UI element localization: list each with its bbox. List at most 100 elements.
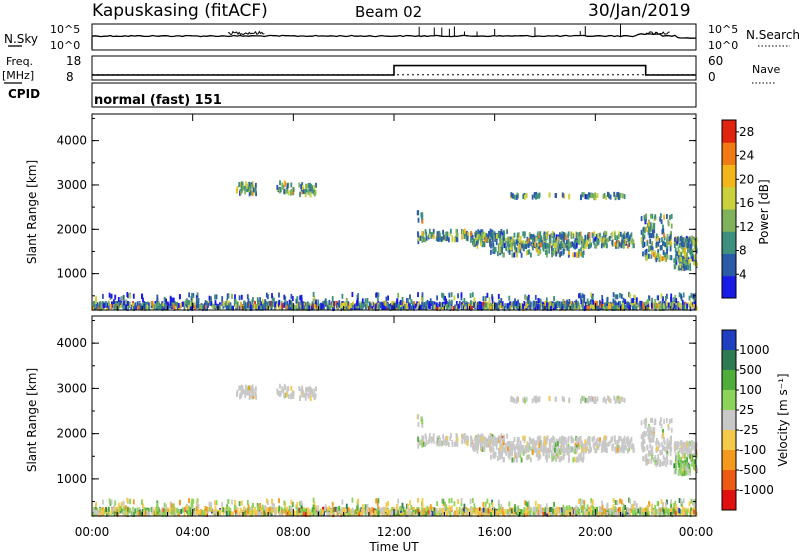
echo-cell (310, 387, 312, 393)
echo-cell (482, 301, 485, 307)
echo-cell (278, 498, 280, 504)
echo-cell (550, 507, 552, 512)
echo-cell (593, 511, 596, 517)
echo-cell (470, 506, 472, 511)
echo-cell (596, 303, 598, 309)
echo-cell (643, 215, 646, 221)
echo-cell (650, 233, 653, 239)
echo-cell (687, 242, 690, 248)
echo-cell (235, 302, 237, 308)
echo-cell (417, 217, 420, 223)
echo-cell (333, 301, 335, 307)
echo-cell (143, 300, 146, 306)
echo-cell (614, 439, 617, 445)
echo-cell (247, 303, 249, 309)
echo-cell (628, 510, 630, 516)
echo-cell (513, 305, 515, 311)
echo-cell (288, 304, 290, 310)
echo-cell (500, 298, 503, 303)
echo-cell (643, 228, 646, 234)
echo-cell (513, 232, 516, 238)
echo-cell (331, 501, 334, 507)
echo-cell (693, 504, 696, 510)
echo-cell (620, 499, 623, 505)
echo-cell (629, 293, 631, 299)
echo-cell (654, 512, 657, 517)
echo-cell (535, 247, 538, 253)
echo-cell (455, 511, 458, 517)
echo-cell (575, 505, 578, 511)
echo-cell (475, 302, 477, 308)
echo-cell (484, 296, 487, 301)
echo-cell (228, 301, 231, 307)
echo-cell (161, 306, 164, 311)
echo-cell (659, 306, 661, 312)
echo-cell (252, 391, 255, 396)
echo-cell (489, 511, 492, 517)
echo-cell (205, 506, 208, 512)
echo-cell (286, 386, 289, 392)
echo-cell (543, 231, 546, 237)
echo-cell (614, 305, 617, 311)
echo-cell (689, 266, 692, 271)
echo-cell (489, 229, 492, 235)
echo-cell (247, 385, 250, 391)
echo-cell (461, 229, 464, 235)
echo-cell (238, 182, 241, 188)
y-tick-label: 3000 (56, 178, 87, 192)
echo-cell (95, 303, 98, 309)
echo-cell (265, 300, 268, 306)
echo-cell (525, 501, 528, 507)
echo-cell (565, 239, 568, 245)
echo-cell (383, 300, 386, 306)
echo-cell (673, 303, 676, 309)
echo-cell (621, 306, 624, 311)
echo-cell (497, 293, 500, 299)
echo-cell (590, 193, 593, 199)
echo-cell (225, 510, 228, 516)
echo-cell (523, 306, 526, 312)
echo-cell (100, 303, 103, 309)
echo-cell (666, 241, 668, 247)
echo-cell (283, 392, 286, 398)
echo-cell (442, 229, 444, 235)
echo-cell (416, 301, 418, 307)
echo-cell (575, 242, 578, 248)
echo-cell (485, 508, 487, 514)
echo-cell (572, 303, 574, 309)
echo-cell (254, 187, 257, 193)
echo-cell (339, 509, 341, 514)
echo-cell (284, 502, 287, 508)
echo-cell (193, 511, 196, 516)
echo-cell (666, 499, 668, 505)
echo-cell (661, 502, 664, 507)
echo-cell (689, 249, 692, 255)
echo-cell (385, 296, 388, 302)
echo-cell (497, 251, 499, 257)
echo-cell (621, 239, 623, 245)
echo-cell (312, 504, 315, 510)
echo-cell (442, 293, 445, 299)
echo-cell (501, 244, 504, 250)
echo-cell (610, 305, 613, 311)
echo-cell (352, 507, 354, 513)
echo-cell (635, 511, 638, 517)
echo-cell (340, 303, 342, 308)
echo-cell (538, 249, 540, 255)
echo-cell (678, 253, 681, 259)
echo-cell (621, 512, 624, 517)
echo-cell (627, 231, 629, 237)
echo-cell (296, 508, 299, 514)
echo-cell (227, 510, 230, 516)
echo-cell (248, 181, 251, 187)
echo-cell (651, 226, 653, 232)
echo-cell (583, 298, 586, 303)
echo-cell (612, 301, 614, 307)
echo-cell (407, 504, 409, 510)
echo-cell (628, 236, 631, 242)
echo-cell (248, 191, 251, 197)
echo-cell (451, 237, 454, 243)
echo-cell (630, 508, 632, 514)
echo-cell (667, 221, 670, 227)
echo-cell (602, 509, 605, 515)
